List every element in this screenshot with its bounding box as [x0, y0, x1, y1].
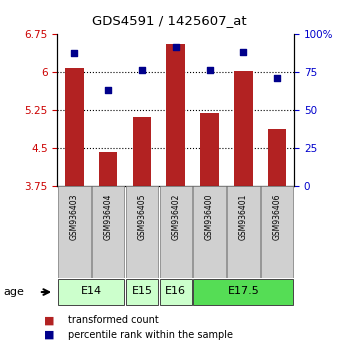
FancyBboxPatch shape [58, 186, 91, 278]
Point [274, 75, 280, 81]
Text: GDS4591 / 1425607_at: GDS4591 / 1425607_at [92, 14, 246, 27]
Text: ■: ■ [44, 330, 54, 339]
Text: E14: E14 [81, 286, 102, 297]
Text: percentile rank within the sample: percentile rank within the sample [68, 330, 233, 339]
Point [105, 87, 111, 93]
Bar [65, 68, 84, 186]
Point [139, 67, 145, 73]
Bar [234, 71, 252, 186]
Text: E16: E16 [165, 286, 186, 297]
Text: GSM936403: GSM936403 [70, 193, 79, 240]
Text: E15: E15 [131, 286, 152, 297]
Text: age: age [3, 287, 24, 297]
Bar [200, 113, 219, 186]
Point [173, 45, 178, 50]
Point [207, 67, 212, 73]
Text: GSM936405: GSM936405 [138, 193, 146, 240]
Text: GSM936400: GSM936400 [205, 193, 214, 240]
FancyBboxPatch shape [193, 186, 226, 278]
Bar [99, 152, 117, 186]
FancyBboxPatch shape [193, 279, 293, 305]
Point [72, 51, 77, 56]
FancyBboxPatch shape [126, 186, 158, 278]
Text: GSM936406: GSM936406 [273, 193, 282, 240]
Text: ■: ■ [44, 315, 54, 325]
Text: transformed count: transformed count [68, 315, 158, 325]
Text: E17.5: E17.5 [227, 286, 259, 297]
Text: GSM936402: GSM936402 [171, 193, 180, 240]
Bar [268, 129, 286, 186]
FancyBboxPatch shape [126, 279, 158, 305]
Text: GSM936401: GSM936401 [239, 193, 248, 240]
Bar [166, 44, 185, 186]
Point [241, 49, 246, 55]
FancyBboxPatch shape [160, 186, 192, 278]
Bar [132, 118, 151, 186]
FancyBboxPatch shape [92, 186, 124, 278]
FancyBboxPatch shape [261, 186, 293, 278]
FancyBboxPatch shape [58, 279, 124, 305]
Text: GSM936404: GSM936404 [104, 193, 113, 240]
FancyBboxPatch shape [160, 279, 192, 305]
FancyBboxPatch shape [227, 186, 260, 278]
